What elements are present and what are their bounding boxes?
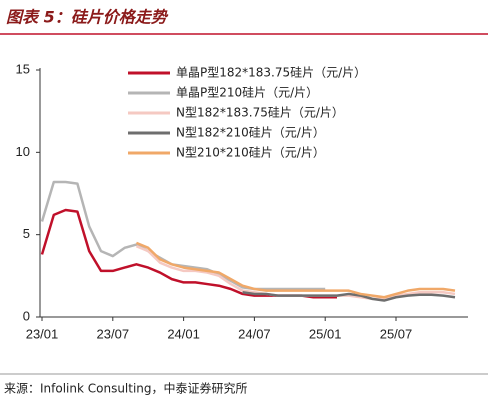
- legend-label: 单晶P型210硅片（元/片）: [176, 86, 318, 100]
- legend-label: N型182*210硅片（元/片）: [176, 126, 325, 140]
- source: 来源：Infolink Consulting，中泰证券研究所: [4, 381, 248, 396]
- x-tick-label: 24/07: [238, 326, 271, 341]
- series-line: [135, 241, 456, 299]
- y-tick-label: 5: [23, 226, 30, 241]
- series-line: [40, 208, 337, 299]
- x-tick-label: 25/01: [309, 326, 342, 341]
- legend-label: 单晶P型182*183.75硅片（元/片）: [176, 66, 366, 80]
- y-tick-label: 10: [16, 144, 30, 159]
- legend-label: N型210*210硅片（元/片）: [176, 146, 325, 160]
- y-tick-label: 15: [16, 61, 30, 76]
- chart-title: 图表 5：硅片价格走势: [6, 8, 169, 27]
- x-tick-label: 24/01: [167, 326, 200, 341]
- x-tick-label: 25/07: [380, 326, 413, 341]
- series-line: [40, 180, 326, 291]
- x-tick-label: 23/01: [26, 326, 59, 341]
- x-tick-label: 23/07: [97, 326, 130, 341]
- legend-label: N型182*183.75硅片（元/片）: [176, 106, 344, 120]
- y-tick-label: 0: [23, 308, 30, 323]
- series-line: [242, 291, 456, 302]
